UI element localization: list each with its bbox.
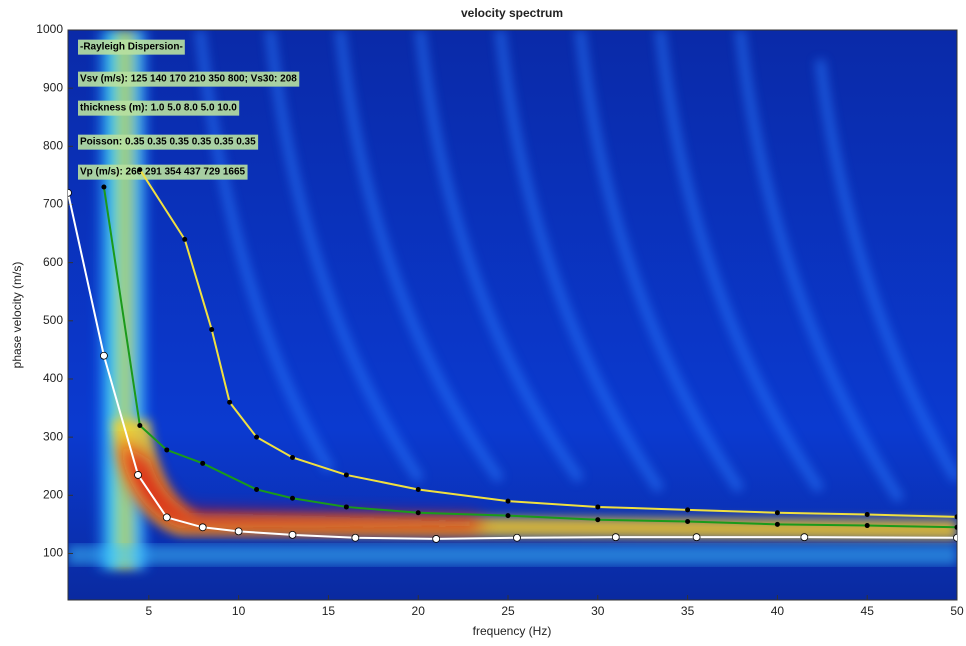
annotation: Vsv (m/s): 125 140 170 210 350 800; Vs30… [80, 74, 297, 85]
curve-point [137, 167, 143, 173]
curve-point [134, 471, 142, 479]
curve-point [685, 518, 691, 524]
curve [137, 167, 957, 520]
x-tick-label: 30 [591, 604, 605, 618]
y-tick-label: 1000 [36, 22, 63, 36]
curve-point [234, 527, 243, 536]
curve-point [692, 533, 701, 542]
curve-point [953, 533, 957, 542]
y-tick-label: 600 [43, 255, 63, 269]
curve-point [343, 504, 349, 510]
annotation: Poisson: 0.35 0.35 0.35 0.35 0.35 0.35 [80, 137, 256, 148]
curve-point [100, 351, 108, 360]
curve-point [209, 327, 215, 333]
annotations: -Rayleigh Dispersion- Vsv (m/s): 125 140… [78, 39, 300, 180]
spectrum [68, 30, 957, 600]
annotation: thickness (m): 1.0 5.0 8.0 5.0 10.0 [80, 103, 237, 114]
annotation-box [78, 100, 240, 116]
curve-point [288, 530, 297, 539]
x-tick-label: 40 [771, 604, 785, 618]
dispersion-curve [102, 186, 957, 529]
dispersion-curve [68, 192, 957, 540]
curve-point [595, 504, 601, 510]
y-tick-label: 100 [43, 546, 63, 560]
curve-point [415, 510, 421, 516]
curve-point [774, 510, 780, 516]
curve-point [513, 533, 521, 542]
curve-point [164, 447, 170, 453]
curve-point [864, 523, 870, 529]
curve-point [954, 514, 957, 520]
y-tick-label: 400 [43, 371, 63, 385]
annotation: -Rayleigh Dispersion- [80, 42, 183, 53]
curve [101, 184, 957, 530]
x-tick-label: 45 [861, 604, 875, 618]
curve-point [800, 533, 809, 542]
y-tick-label: 900 [43, 80, 63, 94]
y-tick-label: 800 [43, 138, 63, 152]
curve-point [198, 523, 207, 532]
curve-point [685, 507, 691, 513]
curve [68, 188, 957, 543]
annotation-box [78, 71, 300, 87]
curve-point [505, 498, 511, 504]
curve-point [864, 512, 870, 517]
curve-point [954, 524, 957, 530]
x-tick-label: 25 [501, 604, 515, 618]
x-tick-label: 5 [145, 604, 152, 618]
x-tick-label: 10 [232, 604, 246, 618]
curve-point [774, 521, 780, 527]
curve-point [351, 533, 360, 542]
x-axis-label: frequency (Hz) [473, 624, 552, 638]
curve-point [432, 535, 441, 543]
curve-point [227, 399, 233, 405]
curve-point [182, 236, 188, 242]
y-tick-label: 500 [43, 313, 63, 327]
curve-point [415, 486, 421, 492]
curve-point [137, 423, 143, 429]
x-tick-label: 20 [412, 604, 426, 618]
plot-frame [67, 29, 958, 601]
annotation-box [78, 134, 259, 150]
curve-point [289, 495, 295, 501]
curve-point [611, 533, 620, 542]
curve-point [162, 513, 171, 522]
annotation-box [78, 39, 185, 55]
x-tick-label: 15 [322, 604, 336, 618]
annotation-box [78, 164, 248, 180]
curve-point [289, 455, 295, 460]
curve-point [200, 460, 206, 466]
curve-point [505, 513, 511, 519]
curve-point [254, 486, 260, 492]
chart-title: velocity spectrum [461, 6, 563, 20]
y-tick-label: 200 [43, 487, 63, 501]
annotation: Vp (m/s): 260 291 354 437 729 1665 [80, 167, 246, 178]
y-tick-label: 700 [43, 197, 63, 211]
curve-point [343, 472, 349, 478]
curve-point [68, 188, 72, 197]
y-tick-label: 300 [43, 429, 63, 443]
x-tick-label: 50 [950, 604, 964, 618]
dispersion-curve [138, 169, 957, 518]
curve-point [254, 434, 260, 440]
x-tick-label: 35 [681, 604, 695, 618]
curve-point [101, 184, 107, 190]
y-axis-label: phase velocity (m/s) [10, 262, 24, 369]
curve-point [595, 517, 601, 523]
